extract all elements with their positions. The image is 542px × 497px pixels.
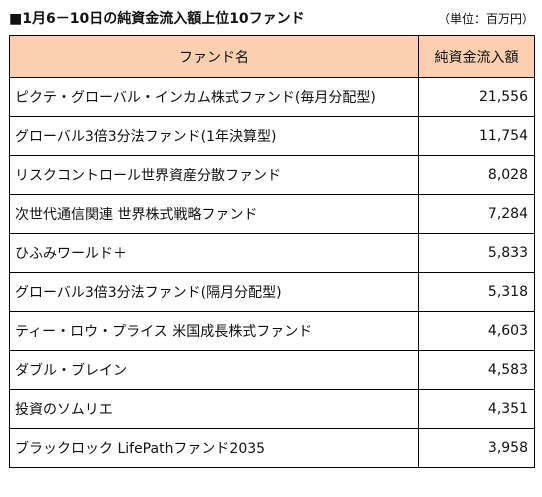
fund-name-cell: ダブル・ブレイン (9, 350, 419, 390)
net-inflow-cell: 7,284 (418, 194, 535, 234)
fund-name-cell: 投資のソムリエ (9, 389, 419, 429)
fund-name-cell: ピクテ・グローバル・インカム株式ファンド(毎月分配型) (9, 77, 419, 117)
net-inflow-cell: 5,833 (418, 233, 535, 273)
fund-name-cell: ひふみワールド＋ (9, 233, 419, 273)
net-inflow-cell: 3,958 (418, 428, 535, 468)
table-row: リスクコントロール世界資産分散ファンド 8,028 (9, 155, 535, 195)
unit-note: （単位：百万円） (437, 12, 534, 26)
net-inflow-cell: 4,583 (418, 350, 535, 390)
column-header-fund-name: ファンド名 (9, 35, 419, 78)
table-row: ブラックロック LifePathファンド2035 3,958 (9, 428, 535, 468)
table-row: グローバル3倍3分法ファンド(隔月分配型) 5,318 (9, 272, 535, 312)
table-header-row: ファンド名 純資金流入額 (9, 35, 535, 78)
fund-name-cell: 次世代通信関連 世界株式戦略ファンド (9, 194, 419, 234)
net-inflow-cell: 8,028 (418, 155, 535, 195)
column-header-net-inflow: 純資金流入額 (418, 35, 535, 78)
table-row: 投資のソムリエ 4,351 (9, 389, 535, 429)
fund-name-cell: グローバル3倍3分法ファンド(隔月分配型) (9, 272, 419, 312)
fund-name-cell: リスクコントロール世界資産分散ファンド (9, 155, 419, 195)
fund-name-cell: ブラックロック LifePathファンド2035 (9, 428, 419, 468)
net-inflow-cell: 4,603 (418, 311, 535, 351)
fund-inflow-table: ファンド名 純資金流入額 ピクテ・グローバル・インカム株式ファンド(毎月分配型)… (9, 35, 535, 468)
page-title: ■1月6－10日の純資金流入額上位10ファンド (9, 11, 305, 27)
table-row: ダブル・ブレイン 4,583 (9, 350, 535, 390)
net-inflow-cell: 11,754 (418, 116, 535, 156)
table-row: 次世代通信関連 世界株式戦略ファンド 7,284 (9, 194, 535, 234)
table-row: ティー・ロウ・プライス 米国成長株式ファンド 4,603 (9, 311, 535, 351)
table-row: ひふみワールド＋ 5,833 (9, 233, 535, 273)
fund-name-cell: グローバル3倍3分法ファンド(1年決算型) (9, 116, 419, 156)
table-row: ピクテ・グローバル・インカム株式ファンド(毎月分配型) 21,556 (9, 77, 535, 117)
table-caption: ■1月6－10日の純資金流入額上位10ファンド （単位：百万円） (9, 6, 534, 30)
net-inflow-cell: 4,351 (418, 389, 535, 429)
net-inflow-cell: 5,318 (418, 272, 535, 312)
net-inflow-cell: 21,556 (418, 77, 535, 117)
fund-name-cell: ティー・ロウ・プライス 米国成長株式ファンド (9, 311, 419, 351)
table-row: グローバル3倍3分法ファンド(1年決算型) 11,754 (9, 116, 535, 156)
